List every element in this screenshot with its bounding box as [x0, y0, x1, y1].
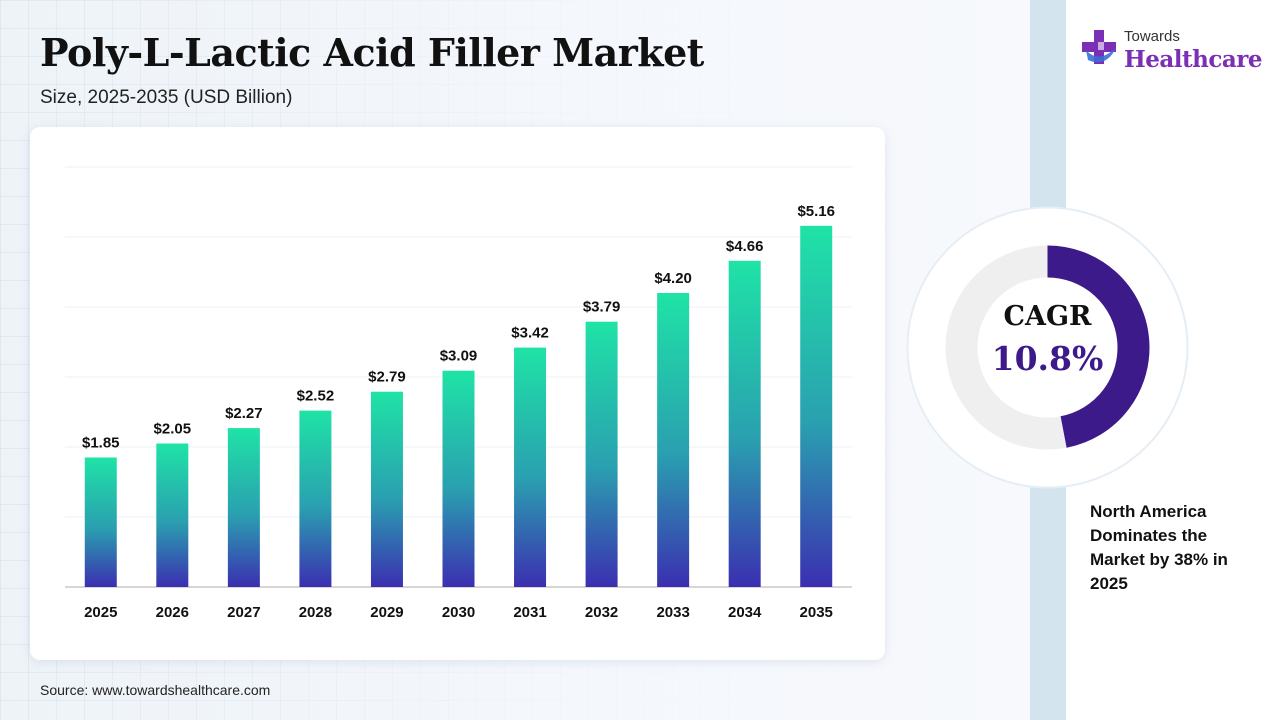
x-tick-label-2029: 2029 — [370, 604, 403, 621]
cagr-ring — [906, 206, 1189, 489]
x-tick-label-2032: 2032 — [585, 604, 618, 621]
data-label-2035: $5.16 — [797, 203, 835, 220]
bar-2031 — [514, 347, 547, 587]
bar-2025 — [84, 457, 117, 587]
cagr-label: CAGR — [1003, 301, 1092, 332]
brand-logo: Towards Healthcare — [1080, 28, 1263, 78]
x-tick-label-2033: 2033 — [656, 604, 689, 621]
x-tick-label-2031: 2031 — [513, 604, 546, 621]
bar-chart: $1.85 2025 $2.05 2026 $2.27 2027 $2.52 2028 $2.7… — [65, 166, 852, 621]
donut-progress-arc — [1047, 245, 1150, 448]
x-tick-label-2034: 2034 — [728, 604, 762, 621]
data-label-2028: $2.52 — [297, 388, 335, 405]
source-text: Source: www.towardshealthcare.com — [40, 682, 271, 698]
chart-card: $1.85 2025 $2.05 2026 $2.27 2027 $2.52 2028 $2.7… — [30, 127, 885, 660]
bar-2027 — [227, 428, 260, 587]
x-tick-label-2030: 2030 — [442, 604, 475, 621]
bar-2028 — [299, 410, 332, 587]
bar-2033 — [657, 293, 690, 587]
bar-2032 — [585, 321, 618, 587]
x-tick-label-2035: 2035 — [800, 604, 833, 621]
x-tick-label-2026: 2026 — [156, 604, 189, 621]
cagr-value: 10.8% — [991, 339, 1104, 378]
x-tick-label-2027: 2027 — [227, 604, 260, 621]
page-subtitle: Size, 2025-2035 (USD Billion) — [40, 87, 293, 108]
data-label-2027: $2.27 — [225, 405, 263, 422]
x-tick-label-2028: 2028 — [299, 604, 332, 621]
x-tick-label-2025: 2025 — [84, 604, 117, 621]
region-note: North America Dominates the Market by 38… — [1090, 502, 1228, 593]
bar-2034 — [728, 260, 761, 587]
medical-cross-icon — [1082, 30, 1116, 64]
page-title: Poly-L-Lactic Acid Filler Market — [40, 30, 704, 75]
data-label-2025: $1.85 — [82, 435, 120, 452]
bar-2035 — [800, 225, 833, 588]
data-label-2032: $3.79 — [583, 299, 621, 316]
bar-2030 — [442, 370, 475, 587]
data-label-2031: $3.42 — [511, 325, 549, 342]
data-label-2026: $2.05 — [154, 421, 192, 438]
bar-2026 — [156, 443, 189, 587]
data-label-2029: $2.79 — [368, 369, 406, 386]
data-label-2033: $4.20 — [654, 270, 692, 287]
brand-name-line2: Healthcare — [1124, 46, 1263, 73]
data-label-2030: $3.09 — [440, 348, 478, 365]
brand-name-line1: Towards — [1124, 28, 1180, 45]
data-label-2034: $4.66 — [726, 238, 764, 255]
cagr-donut: CAGR 10.8% — [905, 205, 1190, 490]
bar-2029 — [370, 391, 403, 587]
